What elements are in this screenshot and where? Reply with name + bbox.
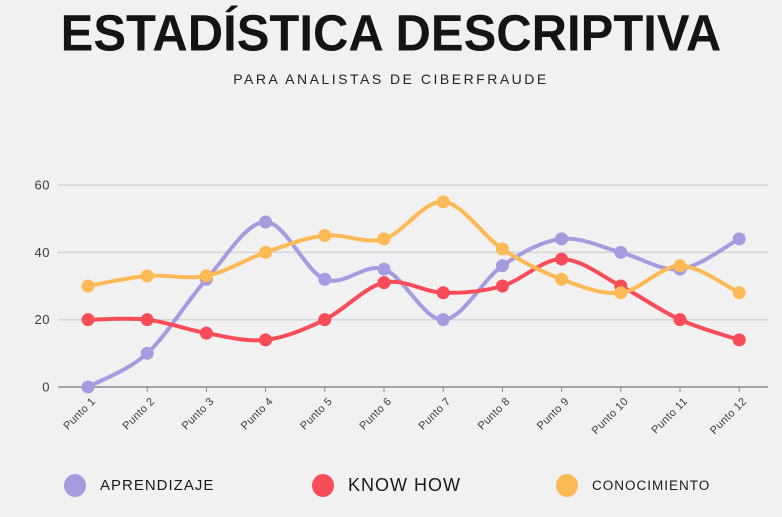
data-point-conocimiento (673, 259, 687, 273)
page-title: ESTADÍSTICA DESCRIPTIVA (60, 5, 722, 63)
data-point-aprendizaje (495, 259, 509, 273)
legend-swatch-purple-icon (64, 474, 86, 497)
data-point-conocimiento (318, 229, 332, 242)
data-point-aprendizaje (259, 215, 273, 229)
data-point-conocimiento (259, 245, 273, 259)
data-point-conocimiento (436, 195, 450, 209)
data-point-know-how (259, 333, 273, 347)
legend-label: CONOCIMIENTO (592, 478, 711, 493)
data-point-conocimiento (495, 242, 509, 256)
data-point-know-how (436, 286, 450, 300)
y-tick-label: 40 (35, 245, 50, 260)
x-tick-label: Punto 7 (417, 396, 454, 433)
legend-item-conocimiento: CONOCIMIENTO (556, 474, 710, 497)
legend-label: KNOW HOW (348, 475, 461, 495)
data-point-know-how (199, 326, 213, 340)
y-tick-label: 20 (35, 312, 50, 327)
data-point-aprendizaje (318, 272, 332, 286)
x-tick-label: Punto 11 (649, 396, 690, 437)
chart-area: 0 20 40 60 Punto 1 Punto 2 Punto 3 Punto 4 Punto… (0, 130, 782, 460)
data-point-conocimiento (81, 279, 95, 293)
x-tick-label: Punto 10 (590, 396, 631, 437)
data-point-know-how (555, 252, 569, 266)
series-line-aprendizaje (86, 219, 742, 389)
chart-legend: APRENDIZAJE KNOW HOW CONOCIMIENTO (0, 474, 782, 504)
legend-item-aprendizaje: APRENDIZAJE (64, 474, 214, 497)
data-point-aprendizaje (614, 245, 628, 259)
x-tick-label: Punto 5 (298, 396, 335, 433)
data-point-aprendizaje (81, 380, 95, 394)
page-subtitle: PARA ANALISTAS DE CIBERFRAUDE (233, 71, 549, 87)
data-point-conocimiento (199, 269, 213, 283)
legend-label: APRENDIZAJE (100, 477, 215, 494)
data-point-aprendizaje (732, 232, 746, 246)
legend-item-know-how: KNOW HOW (312, 474, 461, 497)
line-chart: 0 20 40 60 Punto 1 Punto 2 Punto 3 Punto 4 Punto… (35, 178, 768, 437)
data-point-know-how (732, 333, 746, 347)
x-tick-label: Punto 9 (535, 396, 572, 433)
data-point-know-how (81, 313, 95, 327)
data-point-conocimiento (732, 286, 746, 300)
data-point-aprendizaje (377, 262, 391, 276)
y-tick-label: 60 (35, 178, 50, 193)
x-tick-label: Punto 6 (357, 396, 394, 433)
data-point-conocimiento (555, 272, 569, 286)
data-point-know-how (377, 276, 391, 290)
data-point-conocimiento (377, 232, 391, 246)
legend-swatch-orange-icon (556, 474, 578, 497)
data-point-conocimiento (614, 286, 628, 300)
data-point-conocimiento (140, 269, 154, 283)
x-tick-label: Punto 8 (476, 396, 513, 433)
data-point-know-how (140, 313, 154, 327)
legend-swatch-red-icon (312, 474, 334, 497)
data-point-know-how (673, 313, 687, 327)
x-tick-label: Punto 3 (180, 396, 217, 433)
chart-header: ESTADÍSTICA DESCRIPTIVA PARA ANALISTAS D… (0, 0, 782, 87)
x-tick-label: Punto 1 (61, 396, 98, 433)
x-tick-label: Punto 4 (239, 396, 276, 433)
series-line-conocimiento (86, 199, 742, 296)
x-tick-label: Punto 12 (708, 396, 749, 437)
data-point-aprendizaje (555, 232, 569, 246)
data-point-know-how (495, 279, 509, 293)
data-point-aprendizaje (436, 313, 450, 327)
x-tick-label: Punto 2 (121, 396, 158, 433)
y-tick-label: 0 (42, 380, 50, 395)
data-point-aprendizaje (140, 346, 154, 360)
data-point-know-how (318, 313, 332, 327)
